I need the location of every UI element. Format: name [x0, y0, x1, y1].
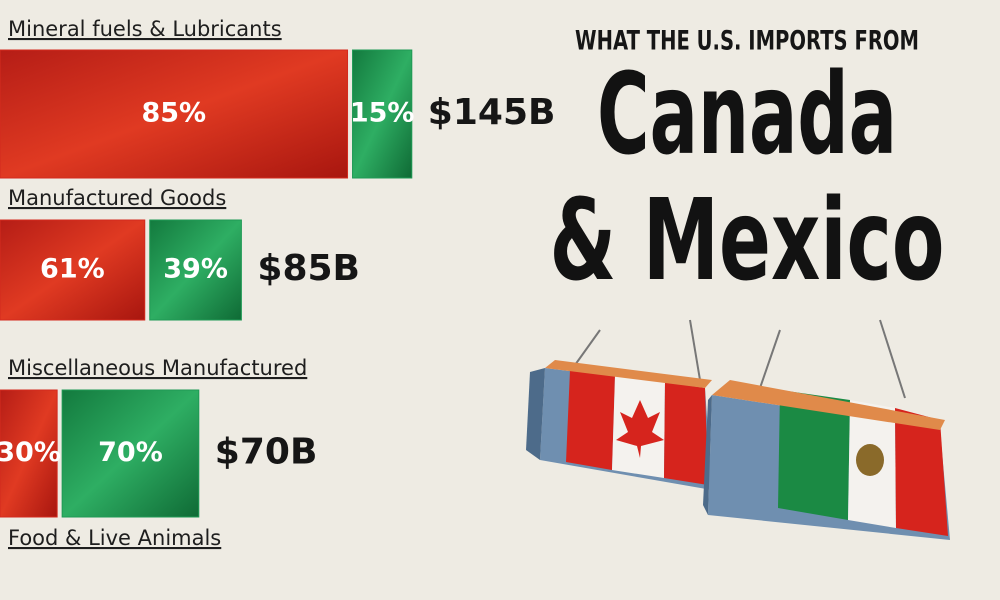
bar-segment	[0, 389, 58, 518]
bar-segment	[149, 219, 242, 321]
category-label: Miscellaneous Manufactured	[8, 356, 307, 380]
chart-title: WHAT THE U.S. IMPORTS FROM	[575, 26, 919, 57]
bar-segment	[0, 219, 146, 321]
total-label: $85B	[257, 248, 360, 289]
category-label: Mineral fuels & Lubricants	[8, 17, 282, 41]
segment-label: 30%	[0, 437, 61, 468]
bar-segment	[61, 389, 200, 518]
bar-segment	[0, 49, 349, 179]
chart-subtitle: Canada & Mexico	[550, 50, 945, 306]
segment-label: 39%	[163, 254, 228, 285]
containers-illustration	[526, 319, 950, 540]
segment-label: 61%	[40, 254, 105, 285]
segment-label: 70%	[98, 437, 163, 468]
row: 30% 70% $70B	[0, 389, 318, 518]
row: 61% 39% $85B	[0, 219, 360, 321]
segment-label: 85%	[141, 98, 206, 129]
total-label: $145B	[428, 92, 556, 133]
category-label: Manufactured Goods	[8, 186, 226, 210]
total-label: $70B	[215, 432, 318, 473]
segment-label: 15%	[350, 98, 415, 129]
row: 85% 15% $145B	[0, 49, 556, 179]
bar-segment	[352, 49, 413, 179]
category-label: Food & Live Animals	[8, 526, 221, 550]
